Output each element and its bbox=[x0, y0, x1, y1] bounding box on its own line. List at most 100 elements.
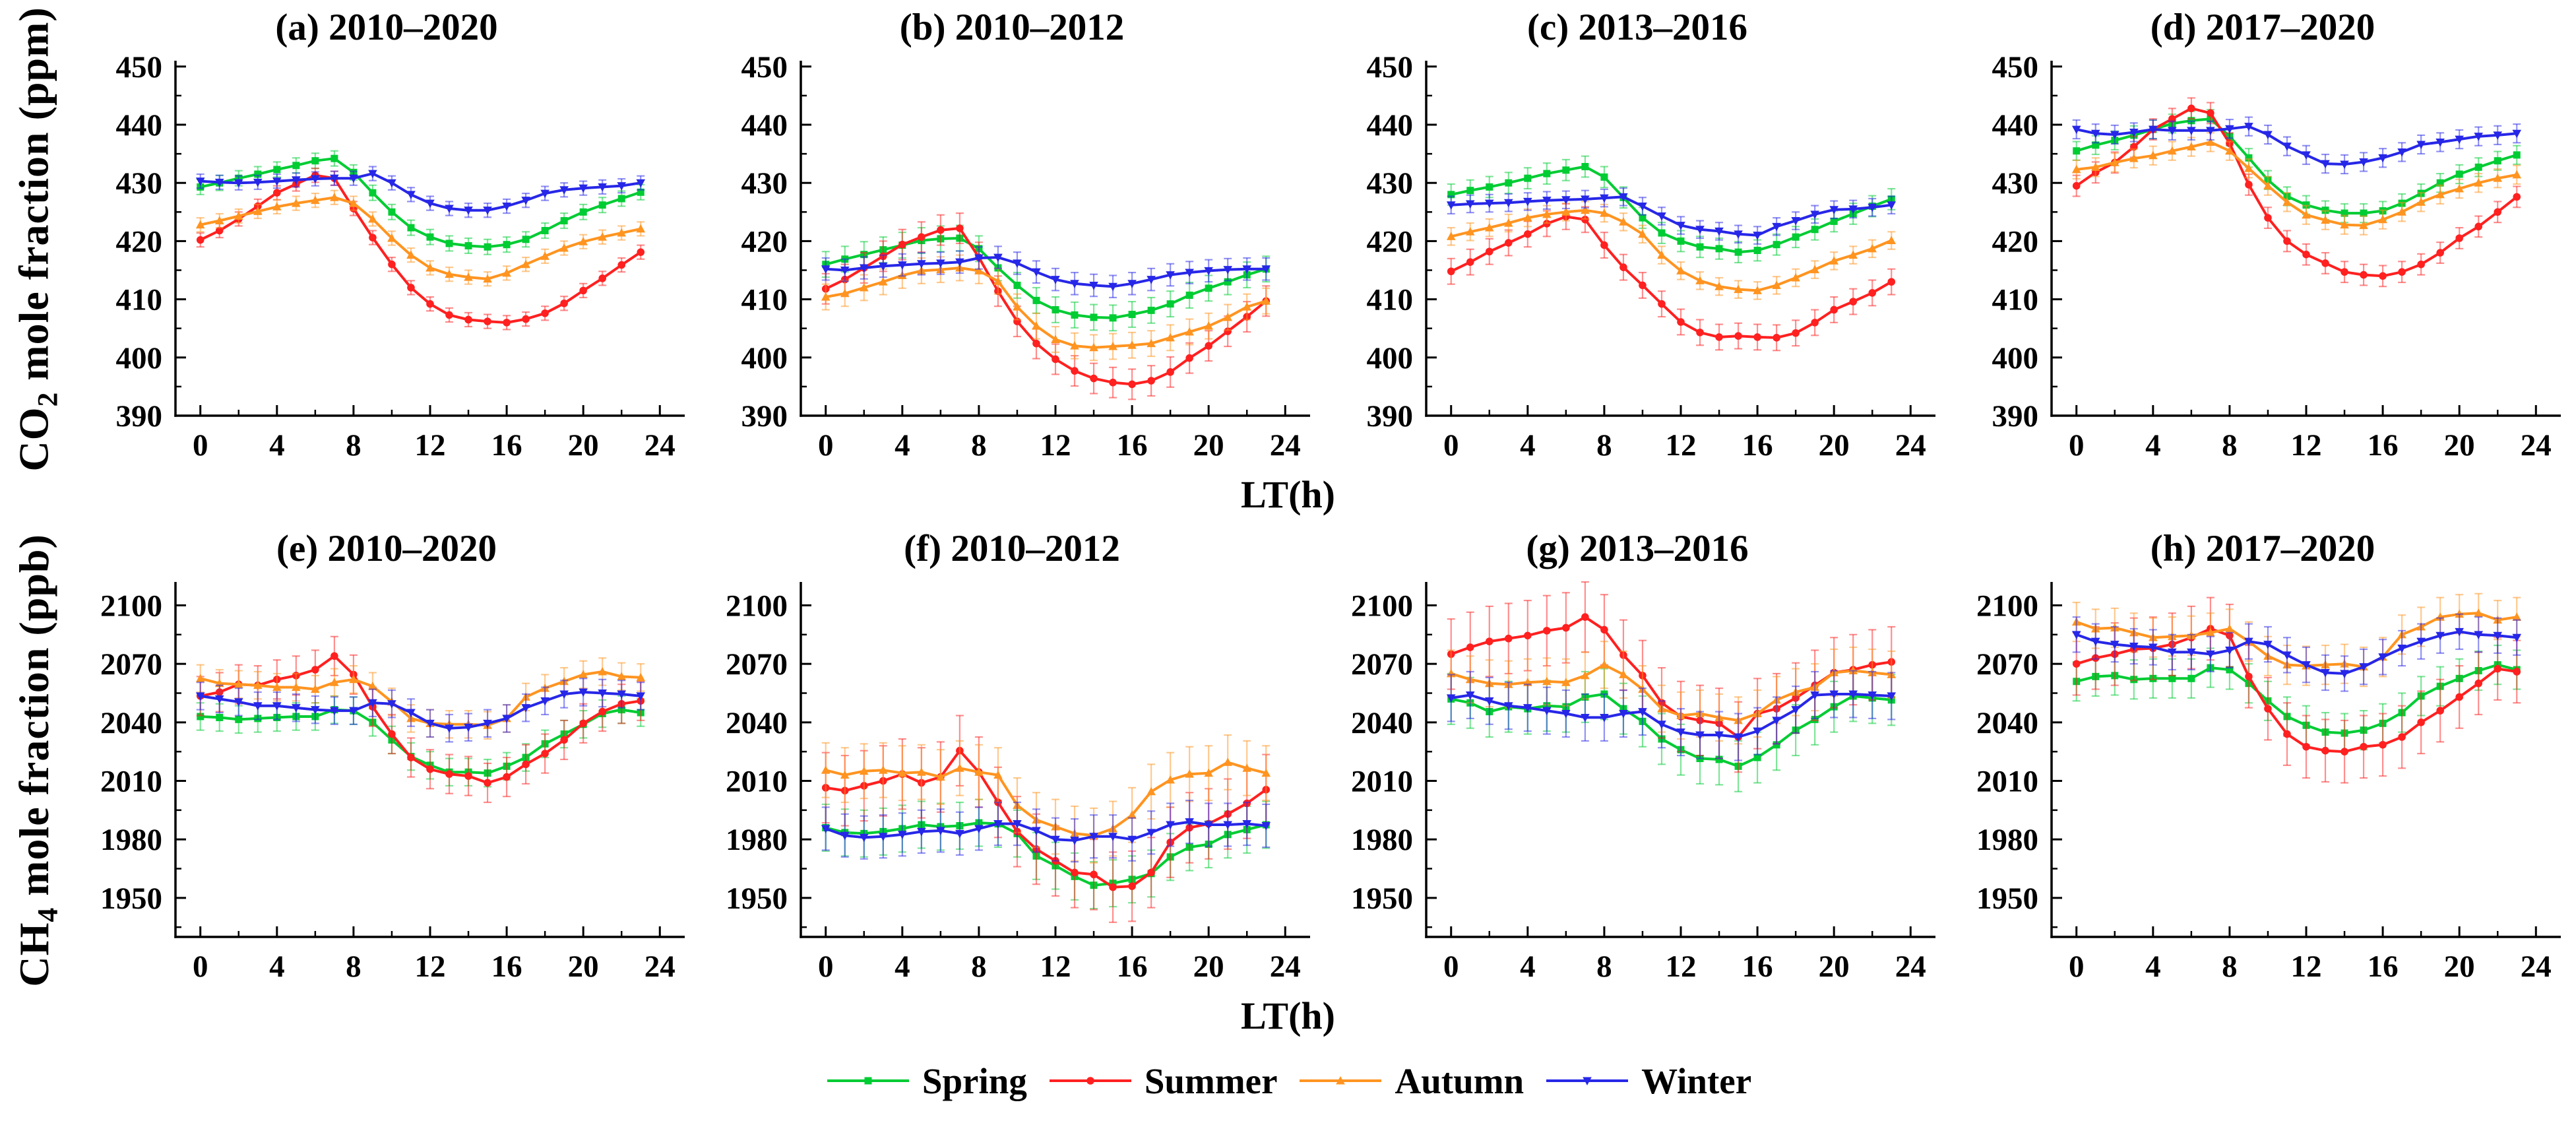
svg-text:24: 24 bbox=[1895, 428, 1926, 463]
svg-text:430: 430 bbox=[741, 166, 788, 201]
ch4-row: CH4 mole fraction (ppb) (e) 2010–2020 19… bbox=[0, 525, 2576, 995]
svg-text:0: 0 bbox=[193, 949, 208, 984]
svg-text:4: 4 bbox=[2145, 949, 2161, 984]
svg-text:450: 450 bbox=[1367, 51, 1414, 84]
legend-label-spring: Spring bbox=[922, 1060, 1027, 1101]
chart-h-cell: (h) 2017–2020 1950 1980 2010 2040 2070 2100 0 4… bbox=[1950, 525, 2575, 995]
svg-text:4: 4 bbox=[1520, 949, 1536, 984]
co2-x-axis-label: LT(h) bbox=[1241, 473, 1335, 516]
ch4-axis-title: CH4 mole fraction (ppb) bbox=[10, 534, 65, 986]
svg-text:2010: 2010 bbox=[1351, 765, 1413, 799]
chart-f-title: (f) 2010–2012 bbox=[904, 528, 1120, 569]
svg-text:400: 400 bbox=[116, 341, 163, 375]
co2-charts: (a) 2010–2020 390 400 410 420 430 440 450 0 4 8 12… bbox=[74, 4, 2576, 474]
svg-text:450: 450 bbox=[116, 51, 163, 84]
co2-axis-title-sub: 2 bbox=[32, 391, 64, 407]
svg-text:1980: 1980 bbox=[1351, 823, 1413, 857]
svg-text:1950: 1950 bbox=[726, 881, 788, 916]
svg-text:4: 4 bbox=[269, 428, 285, 463]
svg-text:16: 16 bbox=[2368, 949, 2399, 984]
svg-text:2010: 2010 bbox=[726, 765, 788, 799]
svg-text:420: 420 bbox=[1992, 224, 2039, 259]
svg-text:440: 440 bbox=[116, 108, 163, 143]
svg-text:410: 410 bbox=[116, 283, 163, 317]
svg-text:24: 24 bbox=[1270, 949, 1301, 984]
chart-g-title: (g) 2013–2016 bbox=[1526, 528, 1749, 569]
svg-text:1980: 1980 bbox=[100, 823, 162, 857]
legend: Spring Summer Autumn Winter bbox=[0, 1046, 2576, 1115]
svg-text:12: 12 bbox=[1666, 428, 1697, 463]
svg-text:4: 4 bbox=[2145, 428, 2161, 463]
svg-text:390: 390 bbox=[1992, 399, 2039, 433]
svg-text:0: 0 bbox=[1443, 428, 1459, 463]
svg-text:16: 16 bbox=[1742, 428, 1773, 463]
svg-text:440: 440 bbox=[741, 108, 788, 143]
svg-text:12: 12 bbox=[1040, 949, 1071, 984]
summer-line-marker-icon bbox=[1049, 1077, 1131, 1085]
chart-h-title: (h) 2017–2020 bbox=[2150, 528, 2375, 569]
chart-b-cell: (b) 2010–2012 390 400 410 420 430 440 450 0 4 8 12… bbox=[699, 4, 1325, 474]
chart-g-plot: 1950 1980 2010 2040 2070 2100 0 4 8 12 16 20 24 bbox=[1351, 581, 1935, 984]
svg-text:450: 450 bbox=[1992, 51, 2039, 84]
svg-text:12: 12 bbox=[415, 428, 446, 463]
chart-e-plot: 1950 1980 2010 2040 2070 2100 0 4 8 12 16 20 24 bbox=[100, 582, 685, 984]
chart-a-plot: 390 400 410 420 430 440 450 0 4 8 12 16 20 24 bbox=[116, 51, 685, 463]
legend-label-autumn: Autumn bbox=[1395, 1060, 1524, 1101]
svg-text:440: 440 bbox=[1992, 108, 2039, 143]
svg-text:24: 24 bbox=[644, 949, 675, 984]
svg-text:430: 430 bbox=[1367, 166, 1414, 201]
chart-a-cell: (a) 2010–2020 390 400 410 420 430 440 450 0 4 8 12… bbox=[74, 4, 699, 474]
ch4-x-axis-label: LT(h) bbox=[1241, 994, 1335, 1037]
svg-text:420: 420 bbox=[116, 224, 163, 259]
svg-text:0: 0 bbox=[1443, 949, 1459, 984]
svg-text:2040: 2040 bbox=[100, 706, 162, 740]
svg-text:390: 390 bbox=[741, 399, 788, 433]
svg-text:400: 400 bbox=[741, 341, 788, 375]
svg-text:20: 20 bbox=[568, 949, 599, 984]
chart-d-title: (d) 2017–2020 bbox=[2150, 7, 2375, 48]
ch4-axis-title-pre: CH bbox=[10, 922, 57, 987]
ch4-axis-title-post: mole fraction (ppb) bbox=[10, 533, 57, 907]
svg-text:8: 8 bbox=[346, 428, 361, 463]
svg-text:12: 12 bbox=[415, 949, 446, 984]
ch4-charts: (e) 2010–2020 1950 1980 2010 2040 2070 2100 0 4… bbox=[74, 525, 2576, 995]
svg-text:400: 400 bbox=[1992, 341, 2039, 375]
svg-text:12: 12 bbox=[1666, 949, 1697, 984]
spring-line-marker-icon bbox=[827, 1077, 909, 1085]
chart-d-cell: (d) 2017–2020 390 400 410 420 430 440 450 0 4 8 12… bbox=[1950, 4, 2575, 474]
svg-text:24: 24 bbox=[644, 428, 675, 463]
svg-text:8: 8 bbox=[1596, 949, 1612, 984]
chart-b-plot: 390 400 410 420 430 440 450 0 4 8 12 16 20 24 bbox=[741, 51, 1310, 463]
svg-text:20: 20 bbox=[1193, 428, 1224, 463]
svg-text:8: 8 bbox=[2222, 428, 2238, 463]
svg-text:0: 0 bbox=[2069, 428, 2085, 463]
svg-text:16: 16 bbox=[491, 428, 522, 463]
svg-text:24: 24 bbox=[1270, 428, 1301, 463]
ch4-axis-title-column: CH4 mole fraction (ppb) bbox=[0, 525, 74, 995]
svg-text:4: 4 bbox=[895, 428, 910, 463]
svg-text:12: 12 bbox=[1040, 428, 1071, 463]
chart-b-title: (b) 2010–2012 bbox=[899, 7, 1125, 48]
svg-text:2010: 2010 bbox=[100, 765, 162, 799]
svg-text:430: 430 bbox=[116, 166, 163, 201]
svg-text:2100: 2100 bbox=[1351, 589, 1413, 623]
legend-item-winter: Winter bbox=[1544, 1060, 1751, 1102]
svg-text:2010: 2010 bbox=[1976, 765, 2038, 799]
svg-text:0: 0 bbox=[2069, 949, 2085, 984]
svg-text:2100: 2100 bbox=[1976, 589, 2038, 623]
chart-c-cell: (c) 2013–2016 390 400 410 420 430 440 450 0 4 8 12… bbox=[1325, 4, 1950, 474]
svg-text:2070: 2070 bbox=[1976, 647, 2038, 682]
svg-text:0: 0 bbox=[818, 949, 834, 984]
legend-label-winter: Winter bbox=[1641, 1060, 1752, 1101]
svg-text:1980: 1980 bbox=[726, 823, 788, 857]
co2-axis-title-column: CO2 mole fraction (ppm) bbox=[0, 4, 74, 474]
svg-text:2040: 2040 bbox=[1976, 706, 2038, 740]
chart-f-cell: (f) 2010–2012 1950 1980 2010 2040 2070 2100 0 4… bbox=[699, 525, 1325, 995]
svg-text:1980: 1980 bbox=[1976, 823, 2038, 857]
svg-text:8: 8 bbox=[971, 428, 987, 463]
winter-line-marker-icon bbox=[1546, 1077, 1629, 1085]
co2-axis-title: CO2 mole fraction (ppm) bbox=[10, 7, 65, 471]
svg-text:440: 440 bbox=[1367, 108, 1414, 143]
svg-text:16: 16 bbox=[1117, 428, 1148, 463]
svg-text:2040: 2040 bbox=[1351, 706, 1413, 740]
